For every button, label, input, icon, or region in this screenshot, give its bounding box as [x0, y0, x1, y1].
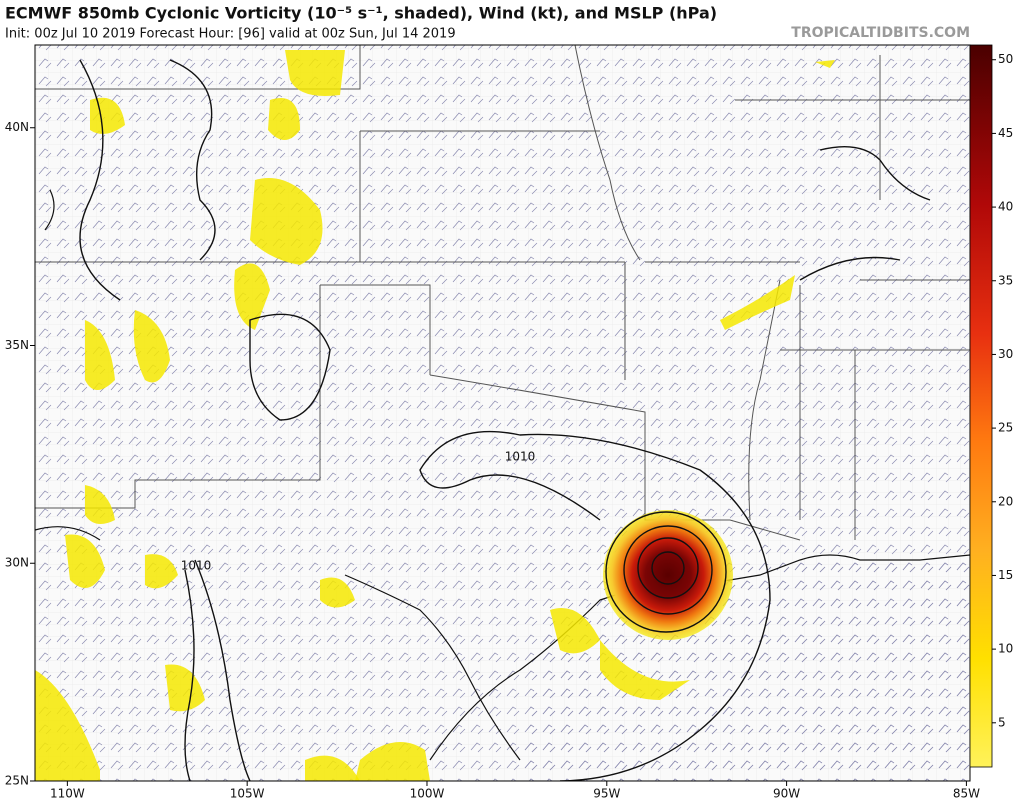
- lon-tick-label: 105W: [230, 787, 265, 801]
- colorbar-tick-label: 40: [998, 200, 1013, 214]
- colorbar-tick-label: 35: [998, 273, 1013, 287]
- colorbar-tick-label: 45: [998, 126, 1013, 140]
- colorbar-tick-label: 5: [998, 715, 1006, 729]
- colorbar-tick-label: 25: [998, 421, 1013, 435]
- title: ECMWF 850mb Cyclonic Vorticity (10⁻⁵ s⁻¹…: [5, 4, 717, 23]
- lat-tick-label: 40N: [5, 120, 29, 134]
- ticks: 110W 105W 100W 95W 90W 85W 25N 30N 35N 40N 5 10 15 20…: [5, 52, 1014, 800]
- lon-tick-label: 85W: [953, 787, 980, 801]
- lat-tick-label: 25N: [5, 774, 29, 788]
- lon-tick-label: 110W: [50, 787, 85, 801]
- lat-tick-label: 30N: [5, 556, 29, 570]
- site-name: TROPICALTIDBITS.COM: [791, 25, 970, 41]
- isobars: [79, 59, 931, 781]
- colorbar-tick-label: 15: [998, 568, 1013, 582]
- lat-tick-label: 35N: [5, 338, 29, 352]
- contour-label: 1010: [505, 450, 536, 464]
- subtitle: Init: 00z Jul 10 2019 Forecast Hour: [96…: [5, 27, 456, 42]
- map: 1010 1010: [35, 45, 970, 781]
- colorbar-tick-label: 20: [998, 494, 1013, 508]
- colorbar: [969, 44, 993, 768]
- lon-tick-label: 100W: [410, 787, 445, 801]
- lon-tick-label: 95W: [593, 787, 620, 801]
- vorticity-shading: [35, 50, 835, 781]
- lon-tick-label: 90W: [773, 787, 800, 801]
- colorbar-tick-label: 50: [998, 52, 1013, 66]
- colorbar-tick-label: 10: [998, 642, 1013, 656]
- colorbar-tick-label: 30: [998, 347, 1013, 361]
- contour-label: 1010: [181, 559, 212, 573]
